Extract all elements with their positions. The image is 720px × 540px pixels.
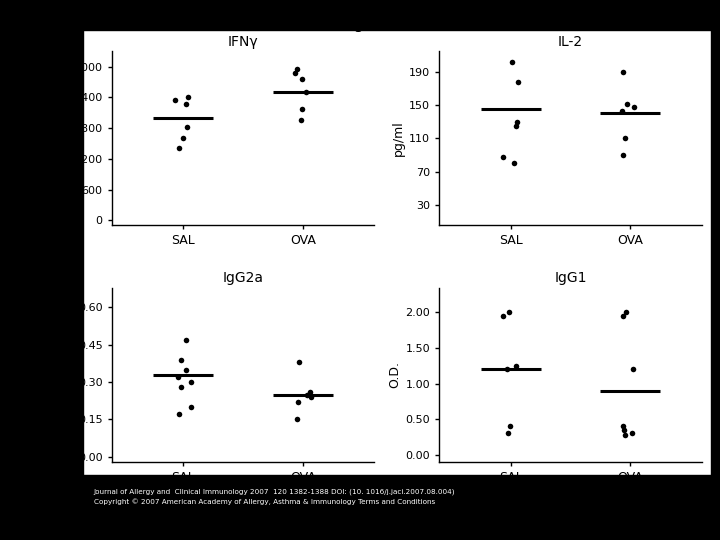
Point <box>181 123 193 131</box>
Point <box>186 403 197 411</box>
Point <box>169 96 181 104</box>
Point <box>180 335 192 344</box>
Title: IFNγ: IFNγ <box>228 35 258 49</box>
Point <box>305 388 316 396</box>
Point <box>617 312 629 320</box>
Point <box>626 429 638 437</box>
Title: IgG2a: IgG2a <box>222 271 264 285</box>
Point <box>297 75 308 83</box>
Point <box>507 58 518 66</box>
Point <box>172 373 184 381</box>
Point <box>629 103 640 111</box>
Point <box>617 151 629 159</box>
Point <box>292 65 303 73</box>
Text: B: B <box>46 281 60 299</box>
Point <box>305 393 317 401</box>
Text: Fig 5: Fig 5 <box>342 17 378 32</box>
Title: IL-2: IL-2 <box>558 35 583 49</box>
Point <box>291 415 302 424</box>
Point <box>502 365 513 374</box>
Point <box>502 429 513 437</box>
Y-axis label: pg/ml: pg/ml <box>392 120 405 156</box>
Point <box>498 152 509 161</box>
Point <box>297 104 308 113</box>
Title: IgG1: IgG1 <box>554 271 587 285</box>
Point <box>175 383 186 391</box>
Point <box>292 397 304 406</box>
Y-axis label: pg/ml: pg/ml <box>57 120 70 156</box>
Point <box>180 366 192 374</box>
Point <box>178 134 189 143</box>
Point <box>512 118 523 126</box>
Point <box>620 134 631 143</box>
Point <box>503 308 515 317</box>
Point <box>185 378 197 387</box>
Point <box>510 361 521 370</box>
Point <box>289 69 300 78</box>
Point <box>621 99 633 108</box>
Text: A: A <box>46 44 60 62</box>
Point <box>180 99 192 108</box>
Point <box>176 355 187 364</box>
Point <box>510 122 522 130</box>
Point <box>173 410 184 418</box>
Point <box>504 422 516 430</box>
Point <box>618 426 630 434</box>
Point <box>628 365 639 374</box>
Y-axis label: O.D.: O.D. <box>60 361 73 388</box>
Point <box>293 358 305 367</box>
Point <box>302 390 313 399</box>
Point <box>621 308 632 317</box>
Point <box>173 143 184 152</box>
Y-axis label: O.D.: O.D. <box>388 361 401 388</box>
Text: Journal of Allergy and  Clinical Immunology 2007  120 1382-1388 DOI: (10. 1016/j: Journal of Allergy and Clinical Immunolo… <box>94 489 455 505</box>
Point <box>508 159 520 167</box>
Point <box>616 107 628 116</box>
Point <box>617 422 629 430</box>
Point <box>617 68 629 76</box>
Point <box>301 88 312 97</box>
Point <box>498 312 509 320</box>
Point <box>296 116 307 125</box>
Point <box>512 78 523 86</box>
Point <box>619 430 631 439</box>
Point <box>182 93 194 102</box>
